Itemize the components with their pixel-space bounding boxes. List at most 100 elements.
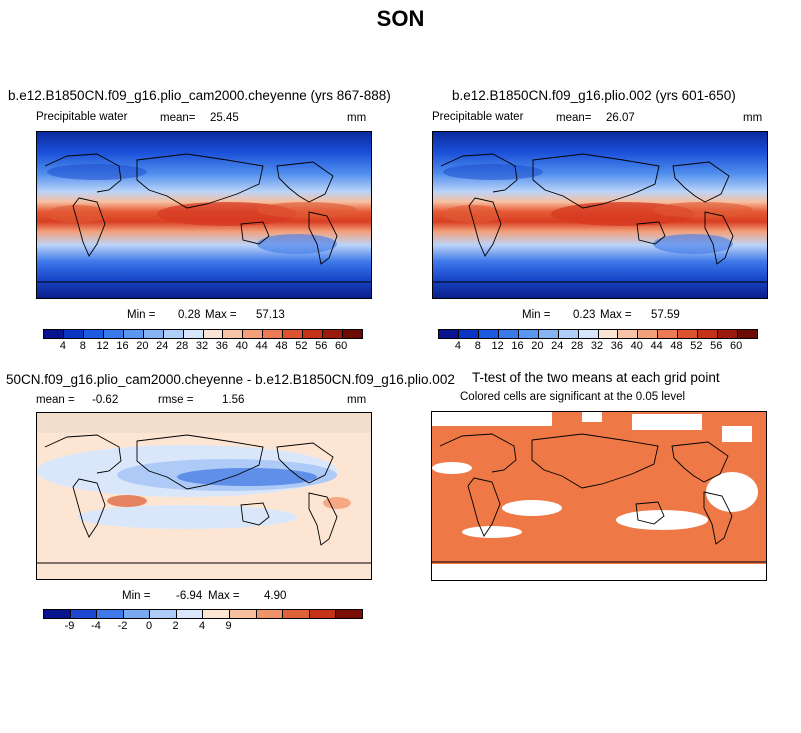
colorbar-swatch	[263, 330, 284, 338]
colorbar-tick-label: 44	[650, 340, 663, 352]
mean-value: -0.62	[92, 394, 119, 406]
colorbar-swatch	[176, 610, 204, 618]
colorbar-swatch	[336, 610, 362, 618]
colorbar-tick-label: 4	[59, 340, 66, 352]
colorbar-swatch	[343, 330, 362, 338]
colorbar-tick-label: 24	[156, 340, 169, 352]
colorbar-swatch	[538, 330, 559, 338]
colorbar-swatch	[558, 330, 579, 338]
colorbar-tick-label: 40	[630, 340, 643, 352]
colorbar-swatch	[70, 610, 98, 618]
colorbar-swatch	[150, 610, 177, 618]
mean-label: mean=	[556, 112, 592, 124]
colorbar-swatch	[439, 330, 459, 338]
precipitable-water-map-b	[432, 131, 768, 299]
colorbar-tick-label: 44	[255, 340, 268, 352]
colorbar-tick-label: 56	[315, 340, 328, 352]
colorbar-swatch	[283, 330, 304, 338]
max-value: 57.13	[256, 309, 285, 321]
colorbar-tick-label: 24	[551, 340, 564, 352]
mean-label: mean=	[160, 112, 196, 124]
panel-subtitle-ttest: Colored cells are significant at the 0.0…	[460, 391, 686, 403]
panel-title-model-b: b.e12.B1850CN.f09_g16.plio.002 (yrs 601-…	[452, 88, 736, 103]
min-label: Min =	[122, 590, 151, 602]
colorbar-tick-label: 56	[710, 340, 723, 352]
variable-label: Precipitable water	[36, 111, 128, 123]
colorbar-tick-label: 16	[511, 340, 524, 352]
colorbar-swatch	[738, 330, 757, 338]
colorbar-tick-label: 36	[610, 340, 623, 352]
colorbar-tick-label: 9	[225, 620, 232, 632]
precipitable-water-map-a	[36, 131, 372, 299]
variable-label: Precipitable water	[432, 111, 524, 123]
colorbar-tick-label: 48	[275, 340, 288, 352]
colorbar-swatch	[44, 610, 71, 618]
colorbar-ticks-b: 4 8 12 16 20 24 28 32 36 40 44 48 52 56 60	[438, 340, 756, 354]
mean-label: mean =	[36, 394, 75, 406]
colorbar-tick-label: 60	[730, 340, 743, 352]
colorbar-tick-label: 32	[195, 340, 209, 352]
colorbar-swatch	[698, 330, 719, 338]
mean-value: 25.45	[210, 112, 239, 124]
colorbar-swatch	[323, 330, 344, 338]
colorbar-tick-label: 28	[571, 340, 584, 352]
rmse-value: 1.56	[222, 394, 245, 406]
colorbar-tick-label: -4	[91, 620, 101, 632]
max-label: Max =	[600, 309, 632, 321]
colorbar-swatch	[103, 330, 124, 338]
colorbar-ticks-difference: -9 -4 -2 0 2 4 9	[43, 620, 361, 634]
colorbar-tick-label: 32	[590, 340, 604, 352]
min-value: 0.28	[178, 309, 201, 321]
colorbar-swatch	[478, 330, 499, 338]
colorbar-swatch	[123, 330, 144, 338]
colorbar-tick-label: 16	[116, 340, 129, 352]
colorbar-tick-label: 0	[145, 620, 153, 632]
colorbar-tick-label: 4	[454, 340, 461, 352]
colorbar-swatch	[223, 330, 244, 338]
rmse-label: rmse =	[158, 394, 194, 406]
min-label: Min =	[127, 309, 156, 321]
panel-title-model-a: b.e12.B1850CN.f09_g16.plio_cam2000.cheye…	[8, 88, 391, 103]
significance-map	[431, 411, 767, 581]
colorbar-tick-label: 12	[491, 340, 504, 352]
colorbar-tick-label: 20	[136, 340, 149, 352]
colorbar-tick-label: 52	[690, 340, 703, 352]
colorbar-tick-label: 20	[531, 340, 544, 352]
max-label: Max =	[208, 590, 240, 602]
colorbar-swatch	[203, 330, 224, 338]
colorbar-swatch	[598, 330, 619, 338]
panel-title-difference: 50CN.f09_g16.plio_cam2000.cheyenne - b.e…	[6, 372, 455, 387]
min-value: -6.94	[176, 590, 203, 602]
panel-title-ttest: T-test of the two means at each grid poi…	[472, 370, 720, 385]
colorbar-absolute-b	[438, 329, 758, 339]
figure-title: SON	[376, 6, 425, 31]
colorbar-swatch	[618, 330, 639, 338]
units-label: mm	[347, 394, 367, 406]
colorbar-tick-label: 8	[474, 340, 481, 352]
min-value: 0.23	[573, 309, 596, 321]
colorbar-tick-label: 28	[176, 340, 189, 352]
colorbar-swatch	[256, 610, 284, 618]
colorbar-swatch	[230, 610, 257, 618]
colorbar-swatch	[123, 610, 151, 618]
colorbar-tick-label: 48	[670, 340, 683, 352]
colorbar-absolute-a	[43, 329, 363, 339]
colorbar-swatch	[63, 330, 84, 338]
colorbar-swatch	[44, 330, 64, 338]
max-value: 4.90	[264, 590, 287, 602]
max-value: 57.59	[651, 309, 680, 321]
colorbar-ticks-a: 4 8 12 16 20 24 28 32 36 40 44 48 52 56 60	[43, 340, 361, 354]
max-label: Max =	[205, 309, 237, 321]
colorbar-swatch	[203, 610, 231, 618]
mean-value: 26.07	[606, 112, 635, 124]
colorbar-tick-label: 4	[198, 620, 206, 632]
colorbar-swatch	[458, 330, 479, 338]
units-label: mm	[743, 112, 763, 124]
min-label: Min =	[522, 309, 551, 321]
colorbar-tick-label: 40	[235, 340, 248, 352]
colorbar-tick-label: 8	[79, 340, 86, 352]
colorbar-tick-label: 52	[295, 340, 308, 352]
colorbar-swatch	[283, 610, 310, 618]
colorbar-tick-label: 36	[215, 340, 228, 352]
colorbar-swatch	[638, 330, 659, 338]
